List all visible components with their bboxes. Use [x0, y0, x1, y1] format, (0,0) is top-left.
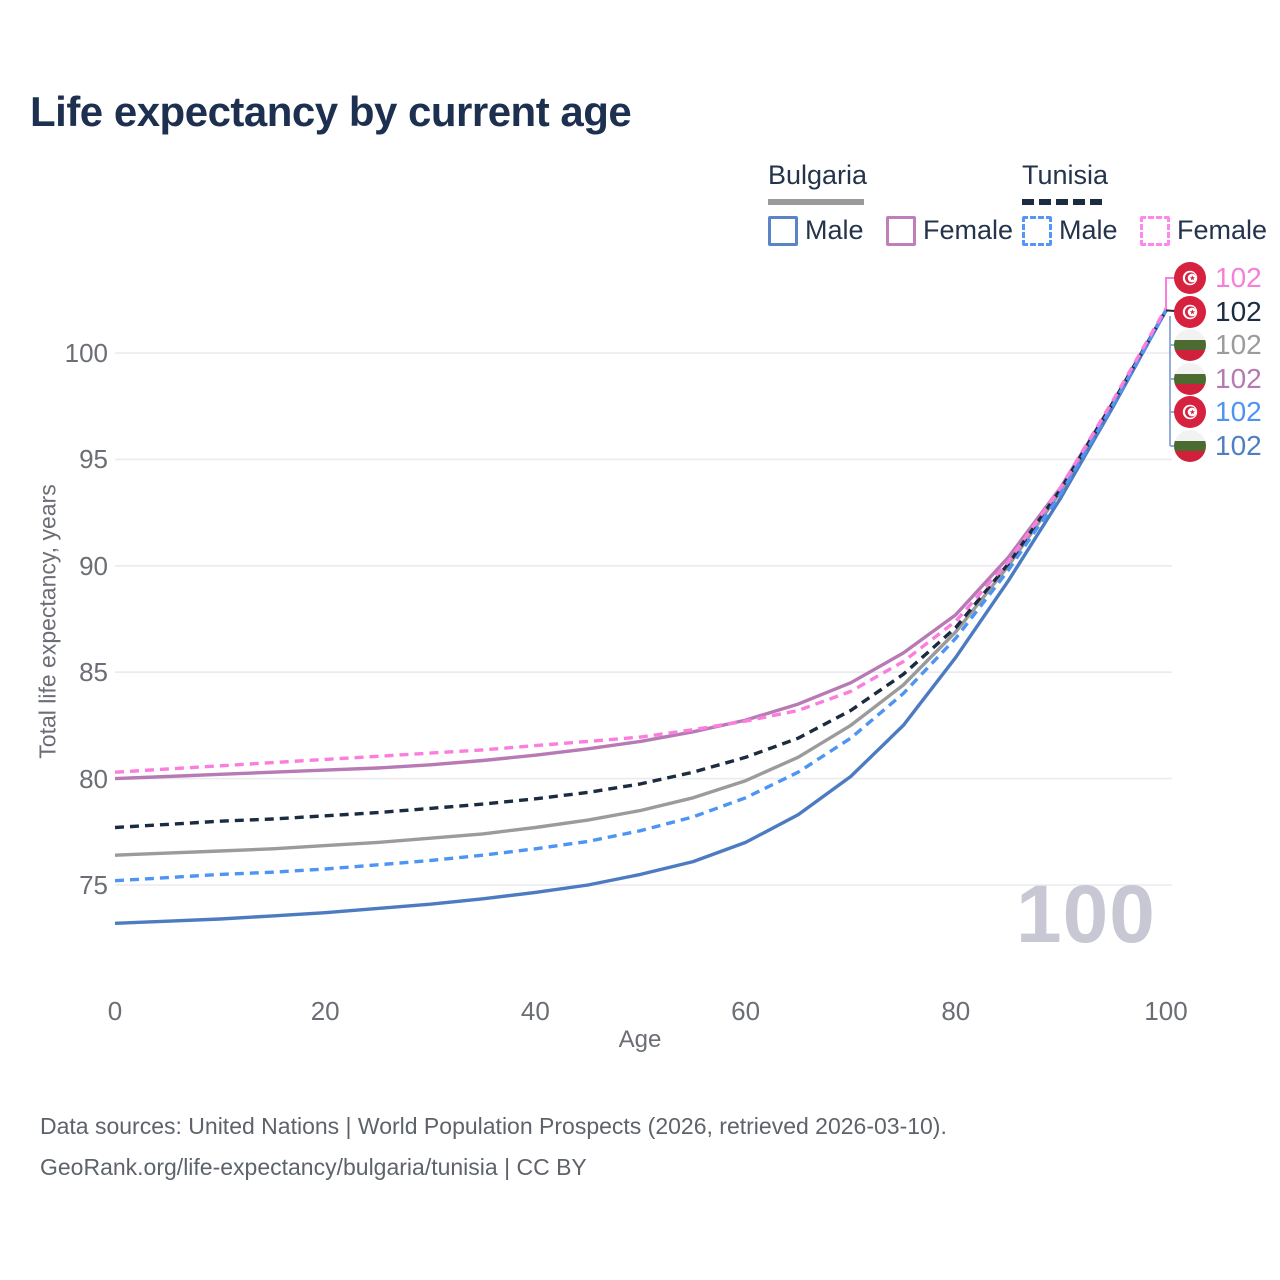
end-label-bulgaria-both-sexes: 102 — [1174, 328, 1262, 362]
legend-bulgaria-header[interactable]: Bulgaria — [768, 160, 1031, 205]
legend-tunisia-header[interactable]: Tunisia — [1022, 160, 1280, 205]
series-line-tunisia-male[interactable] — [114, 309, 1168, 883]
end-label-tunisia-female: 102 — [1174, 261, 1262, 295]
end-label-bulgaria-male: 102 — [1174, 429, 1262, 463]
legend-bulgaria-female-label: Female — [922, 215, 1014, 245]
x-tick-60: 60 — [731, 996, 761, 1026]
x-tick-100: 100 — [1144, 996, 1188, 1026]
connector-tunisia-female — [1165, 277, 1175, 311]
y-tick-100: 100 — [64, 338, 108, 368]
series-line-bulgaria-both-sexes[interactable] — [114, 309, 1168, 857]
bulgaria-flag-icon — [1174, 429, 1206, 462]
x-tick-0: 0 — [107, 996, 123, 1026]
y-tick-90: 90 — [79, 550, 108, 581]
legend-tunisia-female[interactable]: Female — [1139, 215, 1268, 246]
data-sources-line: Data sources: United Nations | World Pop… — [40, 1113, 947, 1139]
end-value: 102 — [1215, 362, 1262, 394]
page-title: Life expectancy by current age — [30, 88, 632, 135]
bulgaria-male-swatch-icon — [768, 215, 798, 246]
legend-tunisia-female-label: Female — [1176, 215, 1268, 245]
x-axis-title: Age — [618, 1026, 662, 1053]
y-tick-75: 75 — [79, 870, 108, 900]
end-value: 102 — [1215, 262, 1262, 293]
series-line-tunisia-female[interactable] — [114, 307, 1168, 774]
tunisia-flag-icon — [1174, 396, 1206, 428]
end-label-bulgaria-female: 102 — [1174, 362, 1262, 396]
bulgaria-female-swatch-icon — [885, 215, 916, 246]
legend-tunisia-male[interactable]: Male — [1022, 215, 1118, 246]
legend-bulgaria-female[interactable]: Female — [885, 215, 1014, 246]
legend-group-tunisia: Tunisia Male Female — [1022, 160, 1280, 251]
legend-group-bulgaria: Bulgaria Male Female — [768, 160, 1031, 251]
y-tick-85: 85 — [79, 657, 108, 688]
x-tick-40: 40 — [520, 996, 550, 1026]
end-label-tunisia-both-sexes: 102 — [1174, 295, 1262, 329]
bulgaria-flag-icon — [1174, 362, 1206, 395]
x-tick-80: 80 — [941, 996, 971, 1026]
legend-bulgaria-male-label: Male — [805, 215, 864, 245]
end-value: 102 — [1215, 396, 1262, 427]
tunisia-female-swatch-icon — [1139, 215, 1170, 246]
footer: Data sources: United Nations | World Pop… — [40, 1106, 947, 1188]
end-value: 102 — [1215, 295, 1262, 327]
end-value: 102 — [1215, 329, 1262, 360]
x-tick-20: 20 — [310, 996, 340, 1026]
end-label-tunisia-male: 102 — [1174, 395, 1262, 429]
bulgaria-solid-line-swatch — [768, 199, 864, 205]
legend-tunisia-male-label: Male — [1059, 215, 1118, 245]
y-tick-95: 95 — [79, 444, 108, 475]
bulgaria-flag-icon — [1174, 329, 1206, 361]
tunisia-male-swatch-icon — [1022, 215, 1052, 246]
end-value: 102 — [1215, 429, 1262, 461]
connector-tunisia-both — [1165, 309, 1176, 312]
legend-bulgaria-label: Bulgaria — [768, 160, 868, 190]
tunisia-flag-icon — [1174, 295, 1206, 328]
connector-bracket — [1169, 316, 1175, 447]
attribution-line: GeoRank.org/life-expectancy/bulgaria/tun… — [40, 1154, 587, 1180]
y-tick-80: 80 — [79, 763, 108, 794]
series-line-tunisia-both-sexes[interactable] — [114, 309, 1168, 830]
tunisia-flag-icon — [1174, 262, 1206, 294]
current-age-watermark: 100 — [1016, 869, 1156, 960]
series-line-bulgaria-female[interactable] — [114, 309, 1168, 781]
legend-bulgaria-male[interactable]: Male — [768, 215, 864, 246]
legend-tunisia-label: Tunisia — [1022, 160, 1109, 190]
y-axis-title: Total life expectancy, years — [34, 484, 61, 759]
series-line-bulgaria-male[interactable] — [114, 309, 1168, 925]
tunisia-dashed-line-swatch — [1022, 199, 1102, 205]
